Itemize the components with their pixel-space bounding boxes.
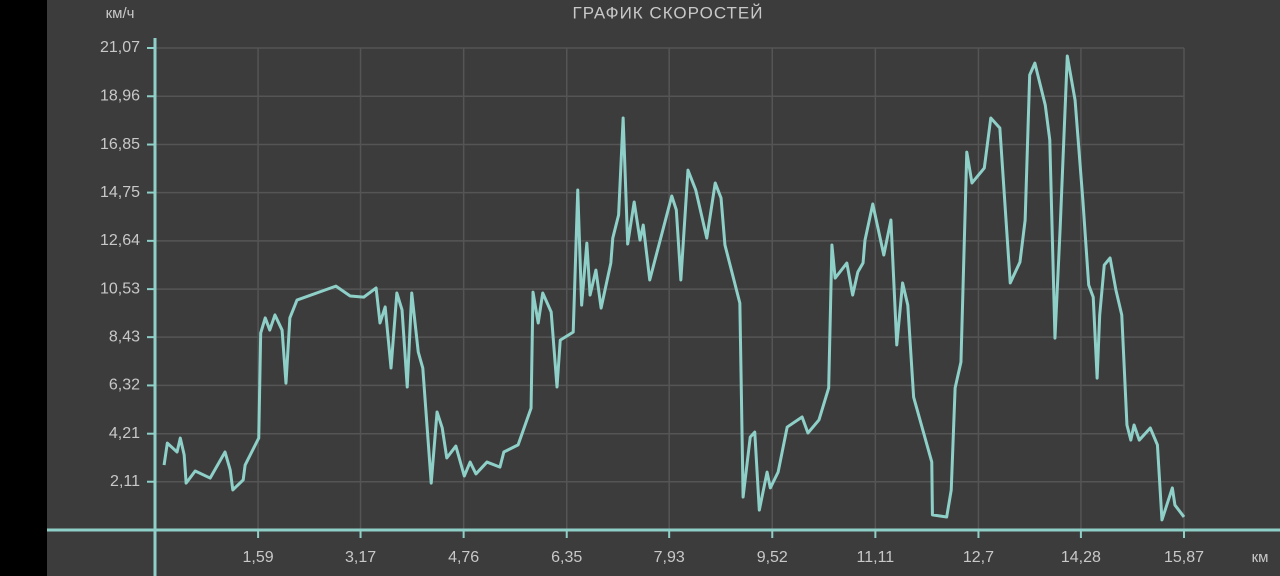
- y-tick-label: 4,21: [109, 425, 140, 442]
- x-tick-label: 15,87: [1164, 549, 1204, 566]
- y-tick-label: 18,96: [100, 87, 140, 104]
- speed-line: [162, 54, 1186, 522]
- x-tick-label: 11,11: [857, 549, 895, 566]
- y-tick-label: 6,32: [109, 377, 140, 394]
- y-tick-label: 10,53: [100, 280, 140, 297]
- x-tick-label: 12,7: [963, 549, 994, 566]
- x-tick-label: 1,59: [243, 549, 274, 566]
- x-tick-label: 14,28: [1061, 549, 1101, 566]
- chart-title: ГРАФИК СКОРОСТЕЙ: [572, 3, 763, 22]
- y-tick-label: 21,07: [100, 39, 140, 56]
- y-tick-label: 8,43: [109, 328, 140, 345]
- y-tick-label: 12,64: [100, 232, 140, 249]
- y-tick-label: 14,75: [100, 184, 140, 201]
- y-axis-label: км/ч: [106, 5, 135, 22]
- x-tick-label: 4,76: [448, 549, 479, 566]
- x-tick-label: 3,17: [345, 549, 376, 566]
- x-tick-label: 7,93: [654, 549, 685, 566]
- x-axis-label: км: [1252, 549, 1269, 566]
- y-tick-label: 16,85: [100, 136, 140, 153]
- y-tick-label: 2,11: [110, 473, 140, 490]
- x-tick-label: 6,35: [551, 549, 582, 566]
- left-bar: [0, 0, 47, 576]
- x-tick-label: 9,52: [757, 549, 788, 566]
